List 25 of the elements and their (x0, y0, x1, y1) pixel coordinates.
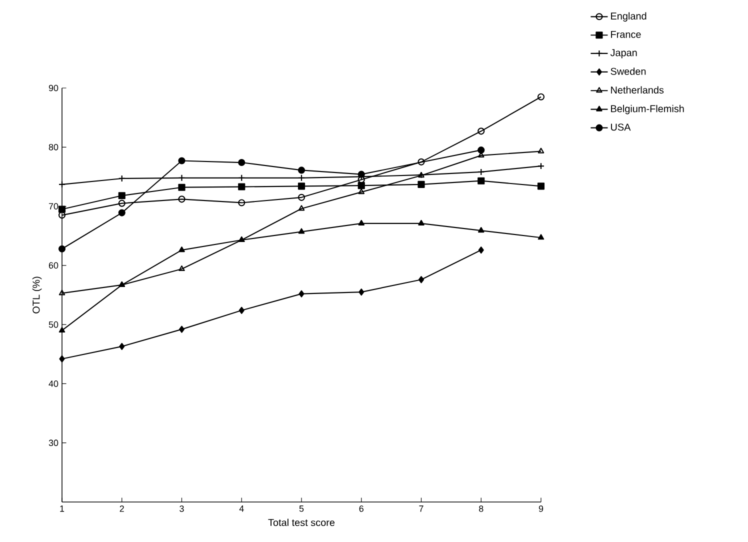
y-tick-label: 60 (48, 262, 58, 269)
x-tick-label: 1 (60, 506, 64, 512)
legend-label: USA (611, 124, 631, 131)
legend-label: Sweden (610, 68, 646, 75)
legend-label: England (611, 12, 646, 22)
x-tick-label: 9 (538, 506, 544, 512)
x-tick-label: 5 (299, 506, 304, 512)
x-axis-title: Total test score (268, 518, 335, 526)
legend-label: Netherlands (611, 86, 664, 94)
x-tick-label: 4 (239, 506, 244, 512)
x-tick-label: 8 (479, 506, 484, 512)
x-tick-label: 2 (120, 506, 124, 512)
y-tick-label: 50 (48, 321, 58, 328)
y-tick-label: 90 (48, 84, 58, 92)
x-tick-label: 7 (419, 506, 424, 512)
x-tick-label: 6 (359, 506, 364, 512)
y-tick-label: 80 (48, 144, 58, 150)
x-tick-label: 3 (180, 506, 184, 512)
legend-label: Japan (610, 49, 637, 58)
legend-label: Belgium-Flemish (611, 104, 684, 114)
y-tick-label: 30 (48, 440, 58, 446)
legend-label: France (611, 30, 641, 38)
y-tick-label: 70 (48, 203, 58, 210)
y-tick-label: 40 (48, 380, 58, 387)
y-axis-title: OTL (%) (32, 276, 42, 314)
